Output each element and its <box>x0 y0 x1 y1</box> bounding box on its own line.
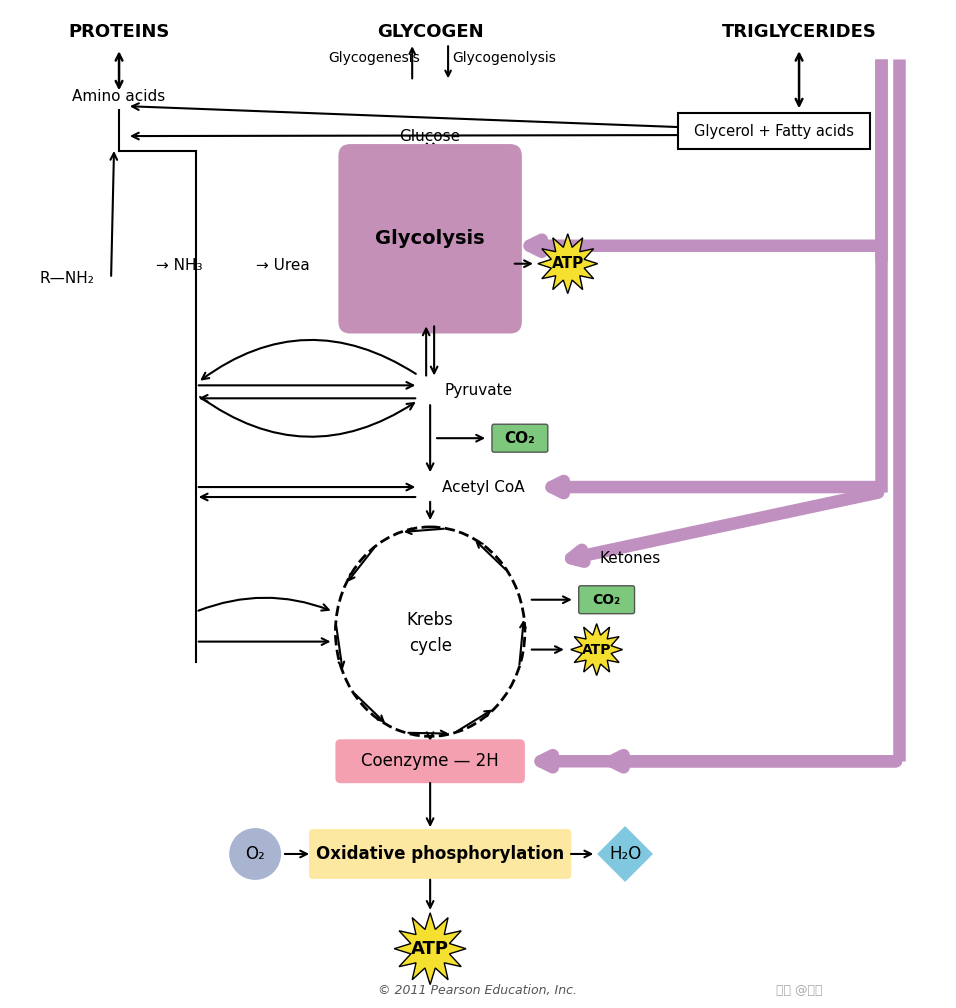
Text: 知乎 @竹子: 知乎 @竹子 <box>776 984 822 997</box>
Text: CO₂: CO₂ <box>505 430 535 446</box>
Text: cycle: cycle <box>408 637 451 654</box>
Text: R—NH₂: R—NH₂ <box>39 271 94 286</box>
Text: ATP: ATP <box>582 642 612 656</box>
FancyBboxPatch shape <box>336 739 525 783</box>
FancyBboxPatch shape <box>578 586 635 614</box>
Text: Oxidative phosphorylation: Oxidative phosphorylation <box>316 845 564 863</box>
Text: ATP: ATP <box>411 939 449 958</box>
Text: Coenzyme — 2H: Coenzyme — 2H <box>361 752 499 770</box>
FancyBboxPatch shape <box>309 829 572 879</box>
Text: Krebs: Krebs <box>406 611 453 629</box>
Text: ATP: ATP <box>552 256 584 271</box>
Text: GLYCOGEN: GLYCOGEN <box>377 23 484 41</box>
Text: Acetyl CoA: Acetyl CoA <box>442 480 525 495</box>
Text: Amino acids: Amino acids <box>73 89 165 104</box>
Text: O₂: O₂ <box>246 845 265 863</box>
Text: H₂O: H₂O <box>609 845 641 863</box>
Polygon shape <box>394 913 466 985</box>
Text: Ketones: Ketones <box>599 551 661 566</box>
Polygon shape <box>598 827 653 882</box>
Text: CO₂: CO₂ <box>593 593 620 607</box>
Circle shape <box>229 828 281 880</box>
Text: © 2011 Pearson Education, Inc.: © 2011 Pearson Education, Inc. <box>379 984 577 997</box>
Text: Glycogenolysis: Glycogenolysis <box>452 51 556 66</box>
FancyBboxPatch shape <box>338 144 522 334</box>
FancyBboxPatch shape <box>679 113 870 149</box>
Text: Glycerol + Fatty acids: Glycerol + Fatty acids <box>694 124 854 138</box>
Text: Glycolysis: Glycolysis <box>376 229 485 248</box>
Polygon shape <box>538 234 598 293</box>
Polygon shape <box>571 624 622 675</box>
Text: → Urea: → Urea <box>255 258 310 273</box>
Text: → NH₃: → NH₃ <box>156 258 203 273</box>
Text: Glycogenesis: Glycogenesis <box>329 51 421 66</box>
Text: PROTEINS: PROTEINS <box>69 23 170 41</box>
FancyBboxPatch shape <box>492 424 548 453</box>
Text: Glucose: Glucose <box>400 129 461 143</box>
Text: TRIGLYCERIDES: TRIGLYCERIDES <box>722 23 877 41</box>
Text: Pyruvate: Pyruvate <box>445 383 512 398</box>
